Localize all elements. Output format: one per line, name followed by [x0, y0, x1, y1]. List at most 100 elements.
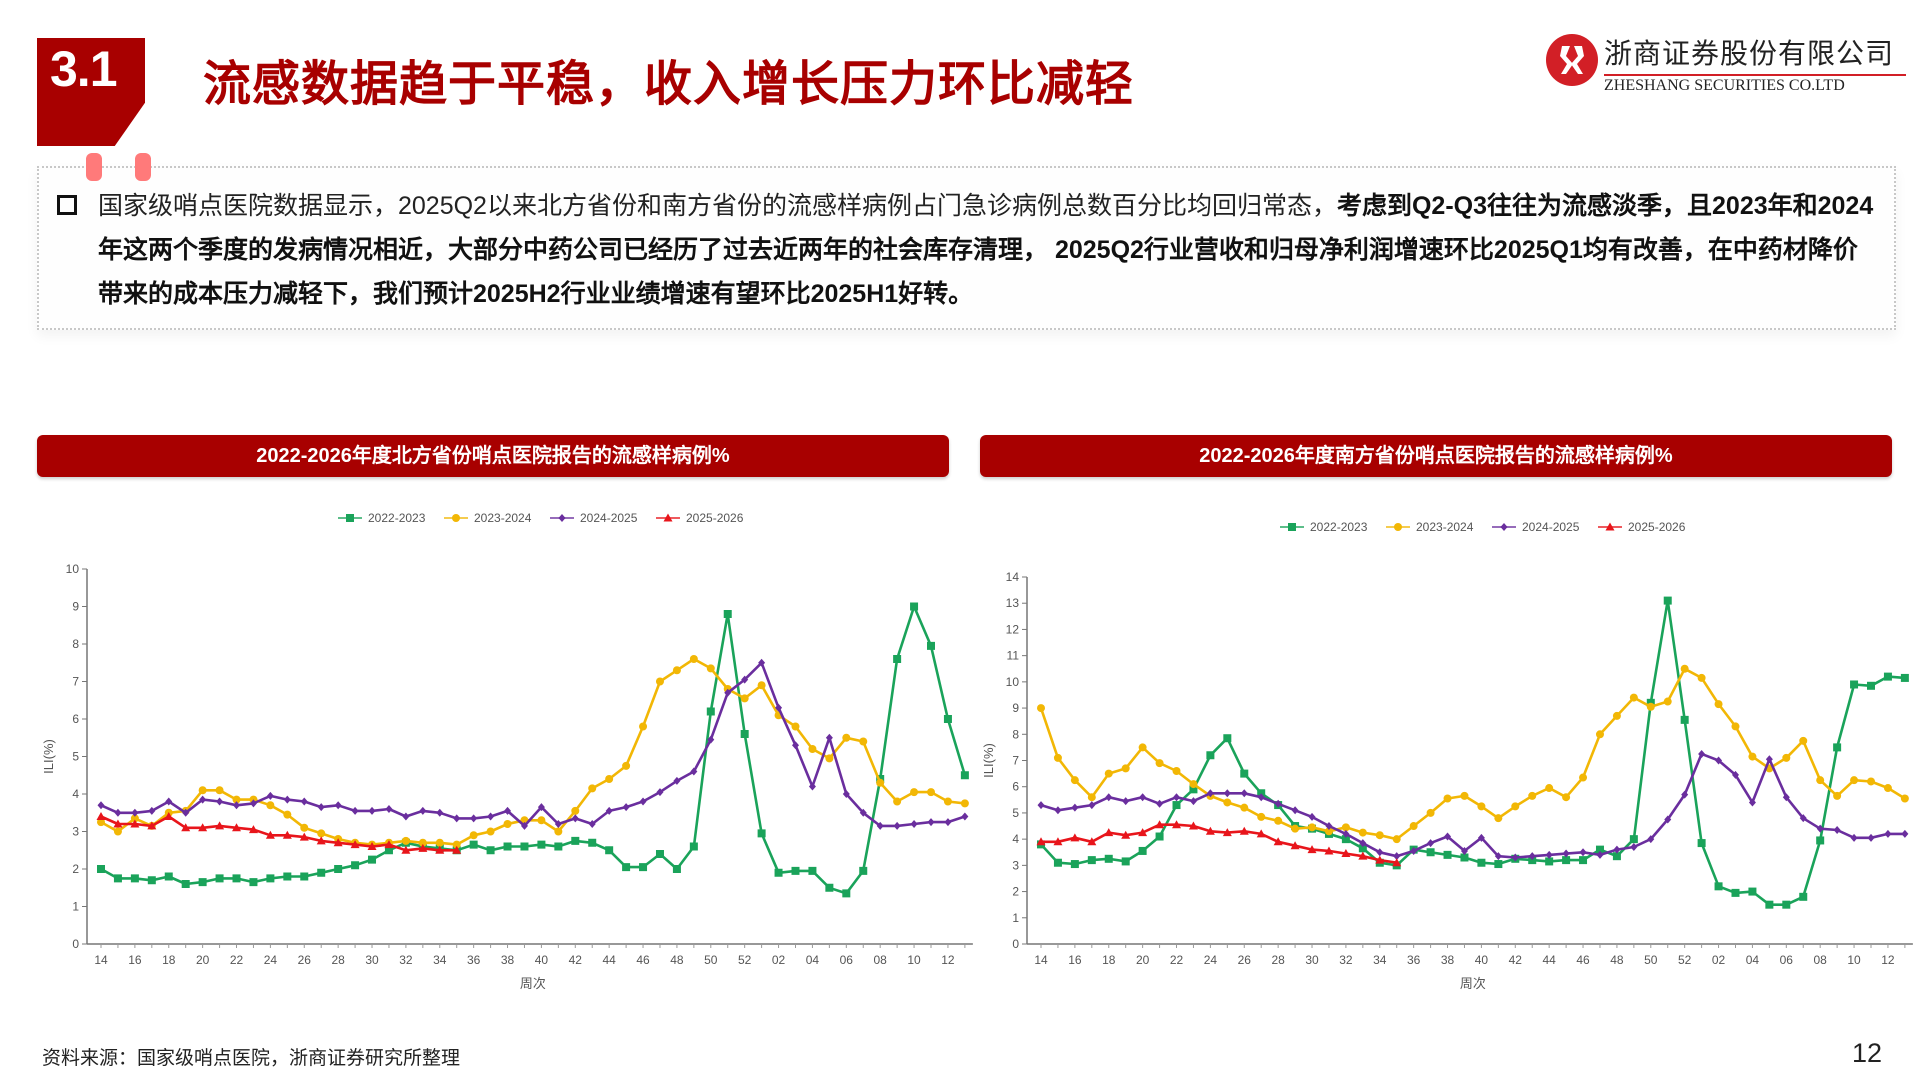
- legend-item: 2024-2025: [580, 511, 638, 525]
- svg-text:40: 40: [535, 953, 549, 967]
- series-2025-2026: [96, 812, 462, 854]
- series-2023-2024: [1037, 664, 1909, 844]
- svg-text:04: 04: [806, 953, 820, 967]
- south-chart-title: 2022-2026年度南方省份哨点医院报告的流感样病例%: [980, 435, 1892, 477]
- svg-text:5: 5: [1012, 806, 1019, 820]
- svg-text:38: 38: [501, 953, 515, 967]
- svg-text:08: 08: [874, 953, 888, 967]
- svg-text:30: 30: [365, 953, 379, 967]
- svg-text:5: 5: [72, 750, 79, 764]
- svg-text:12: 12: [1006, 622, 1020, 636]
- svg-text:46: 46: [1576, 953, 1590, 967]
- series-2024-2025: [97, 658, 969, 830]
- page-title: 流感数据趋于平稳，收入增长压力环比减轻: [203, 58, 1135, 111]
- svg-text:34: 34: [433, 953, 447, 967]
- svg-text:26: 26: [298, 953, 312, 967]
- svg-text:14: 14: [94, 953, 108, 967]
- svg-text:24: 24: [264, 953, 278, 967]
- page-number: 12: [1852, 1038, 1883, 1068]
- svg-text:12: 12: [1881, 953, 1895, 967]
- svg-text:42: 42: [569, 953, 583, 967]
- svg-text:12: 12: [941, 953, 955, 967]
- svg-text:1: 1: [1012, 911, 1019, 925]
- series-2024-2025: [1037, 749, 1909, 862]
- svg-text:30: 30: [1305, 953, 1319, 967]
- svg-text:52: 52: [1678, 953, 1692, 967]
- logo-chinese-name: 浙商证券股份有限公司: [1604, 37, 1895, 70]
- company-logo: 浙商证券股份有限公司 ZHESHANG SECURITIES CO.LTD: [1540, 30, 1906, 94]
- summary-paragraph: 国家级哨点医院数据显示，2025Q2以来北方省份和南方省份的流感样病例占门急诊病…: [98, 184, 1878, 316]
- svg-text:4: 4: [1012, 832, 1019, 846]
- svg-text:8: 8: [72, 637, 79, 651]
- svg-text:04: 04: [1746, 953, 1760, 967]
- svg-text:7: 7: [72, 675, 79, 689]
- legend-item: 2023-2024: [1416, 520, 1474, 534]
- svg-text:24: 24: [1204, 953, 1218, 967]
- north-chart-title: 2022-2026年度北方省份哨点医院报告的流感样病例%: [37, 435, 949, 477]
- section-badge: [37, 38, 145, 146]
- svg-text:28: 28: [1271, 953, 1285, 967]
- svg-text:20: 20: [196, 953, 210, 967]
- svg-text:6: 6: [72, 712, 79, 726]
- series-2025-2026: [1036, 820, 1402, 867]
- summary-box: [37, 166, 1896, 330]
- svg-text:3: 3: [1012, 858, 1019, 872]
- svg-text:42: 42: [1509, 953, 1523, 967]
- svg-text:40: 40: [1475, 953, 1489, 967]
- svg-text:3: 3: [72, 825, 79, 839]
- svg-text:0: 0: [1012, 937, 1019, 951]
- svg-text:34: 34: [1373, 953, 1387, 967]
- decorative-tab: [135, 153, 151, 181]
- svg-text:10: 10: [1006, 675, 1020, 689]
- summary-bold-text: 考虑到Q2-Q3往往为流感淡季，且2023年和2024年这两个季度的发病情况相近…: [98, 192, 1874, 308]
- y-axis-label: ILI(%): [981, 743, 996, 778]
- chart-legend: 2022-2023 2023-2024 2024-2025 2025-2026: [338, 511, 744, 525]
- svg-text:0: 0: [72, 937, 79, 951]
- legend-item: 2022-2023: [1310, 520, 1368, 534]
- svg-text:28: 28: [331, 953, 345, 967]
- svg-text:9: 9: [72, 600, 79, 614]
- svg-text:36: 36: [467, 953, 481, 967]
- series-2022-2023: [1037, 596, 1909, 909]
- x-axis-label: 周次: [1460, 976, 1486, 991]
- logo-english-name: ZHESHANG SECURITIES CO.LTD: [1604, 77, 1845, 94]
- y-axis-label: ILI(%): [41, 739, 56, 774]
- legend-item: 2025-2026: [686, 511, 744, 525]
- legend-item: 2022-2023: [368, 511, 426, 525]
- svg-text:16: 16: [1068, 953, 1082, 967]
- svg-text:10: 10: [907, 953, 921, 967]
- summary-normal-text: 国家级哨点医院数据显示，2025Q2以来北方省份和南方省份的流感样病例占门急诊病…: [98, 192, 1337, 220]
- svg-text:38: 38: [1441, 953, 1455, 967]
- x-axis-label: 周次: [520, 976, 546, 991]
- svg-text:48: 48: [1610, 953, 1624, 967]
- svg-text:36: 36: [1407, 953, 1421, 967]
- logo-divider: [1604, 74, 1906, 76]
- svg-text:1: 1: [72, 900, 79, 914]
- series-2023-2024: [97, 655, 969, 849]
- svg-text:06: 06: [1780, 953, 1794, 967]
- source-note: 资料来源：国家级哨点医院，浙商证券研究所整理: [42, 1048, 461, 1069]
- svg-text:18: 18: [162, 953, 176, 967]
- svg-text:02: 02: [772, 953, 786, 967]
- svg-text:50: 50: [704, 953, 718, 967]
- svg-text:14: 14: [1034, 953, 1048, 967]
- svg-text:44: 44: [1542, 953, 1556, 967]
- svg-text:9: 9: [1012, 701, 1019, 715]
- svg-text:11: 11: [1007, 649, 1020, 663]
- svg-text:14: 14: [1006, 570, 1020, 584]
- logo-mark-icon: [1546, 34, 1598, 86]
- svg-text:32: 32: [1339, 953, 1353, 967]
- svg-text:2: 2: [1012, 885, 1019, 899]
- svg-text:6: 6: [1012, 780, 1019, 794]
- svg-text:08: 08: [1814, 953, 1828, 967]
- svg-text:22: 22: [230, 953, 244, 967]
- svg-text:44: 44: [602, 953, 616, 967]
- section-number: 3.1: [50, 41, 118, 97]
- svg-text:7: 7: [1012, 754, 1019, 768]
- svg-text:22: 22: [1170, 953, 1184, 967]
- svg-text:48: 48: [670, 953, 684, 967]
- svg-text:10: 10: [1847, 953, 1861, 967]
